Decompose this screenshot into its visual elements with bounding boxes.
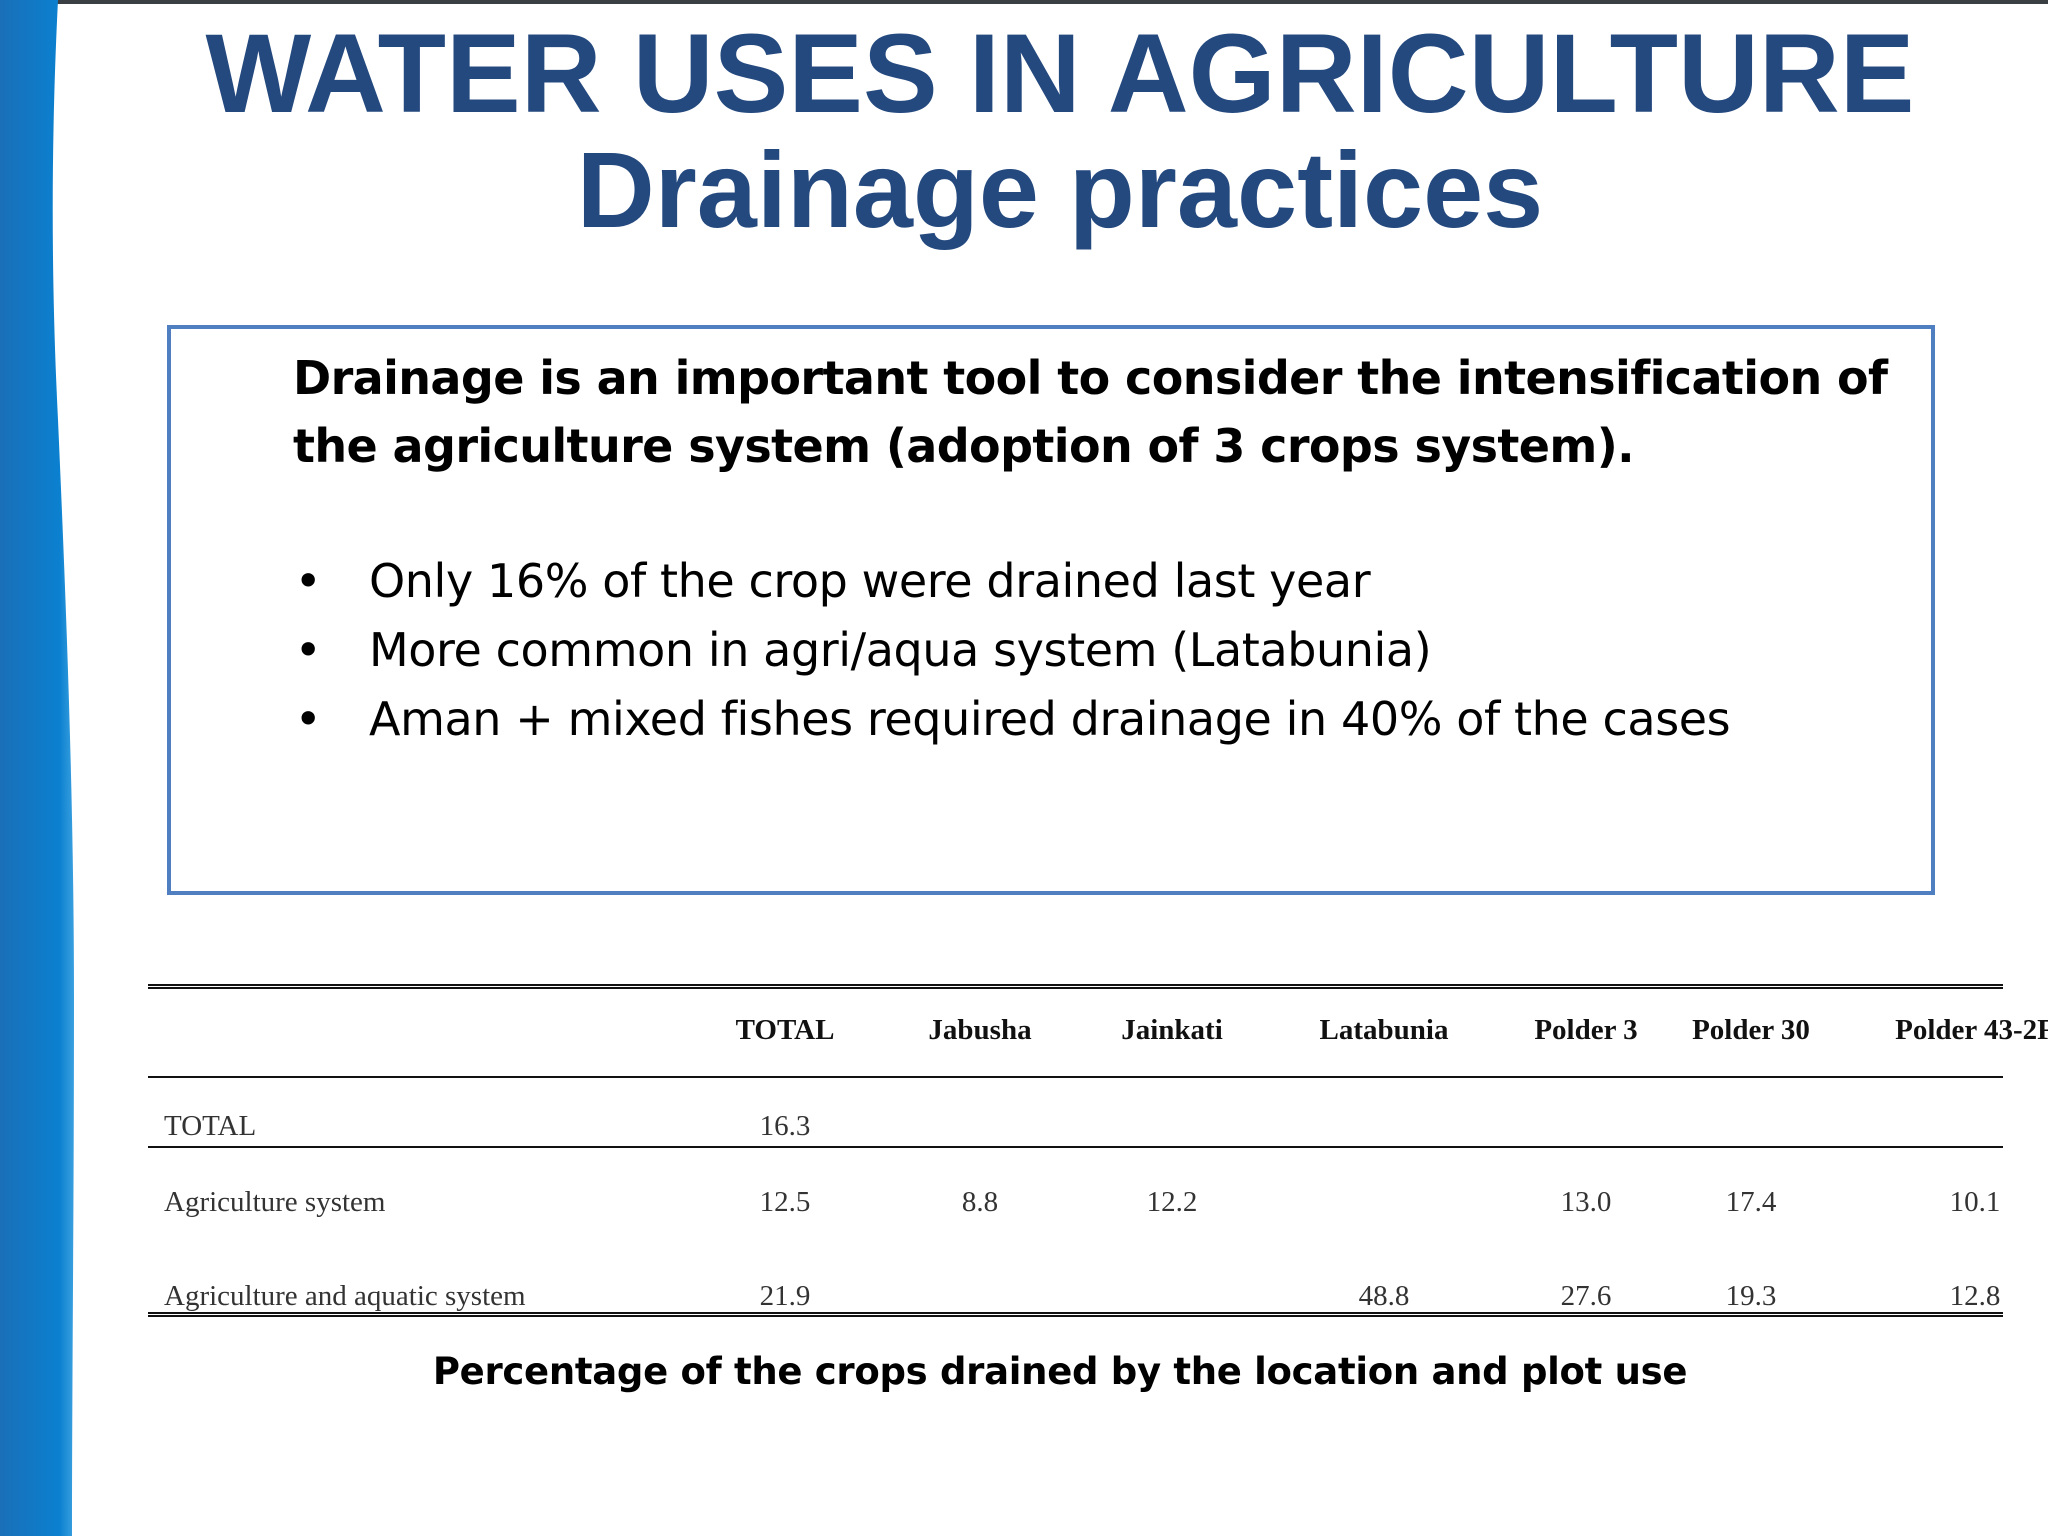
column-header-polder-43-2f: Polder 43-2F — [1895, 1014, 2048, 1046]
table-cell: 13.0 — [1560, 1186, 1612, 1218]
row-label-agri-aquatic-system: Agriculture and aquatic system — [164, 1280, 526, 1312]
slide-subtitle: Drainage practices — [576, 129, 1544, 250]
info-box: Drainage is an important tool to conside… — [167, 325, 1935, 895]
column-header-polder-3: Polder 3 — [1534, 1014, 1638, 1046]
table-cell: 27.6 — [1560, 1280, 1612, 1312]
table-cell: 48.8 — [1358, 1280, 1410, 1312]
table-top-rule — [148, 984, 2003, 989]
lead-statement: Drainage is an important tool to conside… — [293, 351, 1888, 473]
column-header-jabusha: Jabusha — [928, 1014, 1032, 1046]
bullet-item: • Aman + mixed fishes required drainage … — [293, 685, 1913, 754]
column-header-jainkati: Jainkati — [1121, 1014, 1223, 1046]
table-cell: 12.5 — [759, 1186, 811, 1218]
side-accent-bar — [0, 0, 74, 1536]
bullet-text: Only 16% of the crop were drained last y… — [369, 554, 1371, 608]
table-cell: 17.4 — [1725, 1186, 1777, 1218]
table-cell: 19.3 — [1725, 1280, 1777, 1312]
table-cell: 12.2 — [1146, 1186, 1198, 1218]
top-border-line — [0, 0, 2048, 4]
table-caption: Percentage of the crops drained by the l… — [432, 1350, 1688, 1393]
drainage-table: TOTAL Jabusha Jainkati Latabunia Polder … — [148, 984, 2048, 1319]
bullet-item: • More common in agri/aqua system (Latab… — [293, 616, 1913, 685]
column-header-polder-30: Polder 30 — [1692, 1014, 1810, 1046]
bullet-text: Aman + mixed fishes required drainage in… — [369, 692, 1731, 746]
row-label-total: TOTAL — [164, 1110, 257, 1142]
bullet-icon: • — [294, 692, 322, 746]
table-cell: 10.1 — [1949, 1186, 2001, 1218]
bullet-list: • Only 16% of the crop were drained last… — [293, 547, 1913, 754]
row-label-agriculture-system: Agriculture system — [164, 1186, 386, 1218]
bullet-icon: • — [294, 554, 322, 608]
table-header-rule — [148, 1076, 2003, 1078]
table-cell: 12.8 — [1949, 1280, 2001, 1312]
table-bottom-rule — [148, 1312, 2003, 1317]
bullet-item: • Only 16% of the crop were drained last… — [293, 547, 1913, 616]
table-row-rule — [148, 1146, 2003, 1148]
table-cell: 16.3 — [759, 1110, 811, 1142]
bullet-text: More common in agri/aqua system (Latabun… — [369, 623, 1432, 677]
column-header-latabunia: Latabunia — [1319, 1014, 1449, 1046]
table-cell: 21.9 — [759, 1280, 811, 1312]
column-header-total: TOTAL — [735, 1014, 835, 1046]
slide-title-main: WATER USES IN AGRICULTURE — [205, 11, 1915, 136]
slide-title: WATER USES IN AGRICULTURE Drainage pract… — [120, 18, 2000, 244]
bullet-icon: • — [294, 623, 322, 677]
table-cell: 8.8 — [961, 1186, 999, 1218]
